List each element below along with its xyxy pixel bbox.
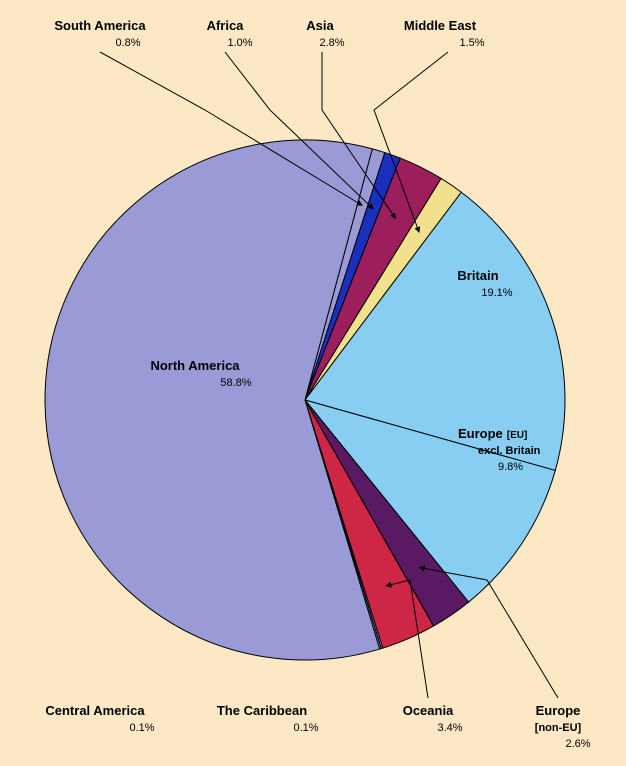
slice-percent: 2.6% bbox=[565, 738, 590, 750]
slice-percent: 0.1% bbox=[129, 722, 154, 734]
slice-sublabel: [non-EU] bbox=[535, 722, 582, 734]
slice-percent: 3.4% bbox=[437, 722, 462, 734]
slice-label: Central America bbox=[45, 703, 145, 718]
slice-percent: 2.8% bbox=[319, 37, 344, 49]
slice-percent: 1.5% bbox=[459, 37, 484, 49]
slice-percent: 0.8% bbox=[115, 37, 140, 49]
pie-chart: South America 0.8% Africa 1.0% Asia 2.8% Middl… bbox=[0, 0, 626, 766]
slice-percent: 58.8% bbox=[220, 377, 251, 389]
slice-percent: 0.1% bbox=[293, 722, 318, 734]
slice-label: Middle East bbox=[404, 18, 477, 33]
slice-label: Europe bbox=[536, 703, 581, 718]
slice-label: South America bbox=[54, 18, 146, 33]
slice-label: Oceania bbox=[403, 703, 454, 718]
slice-sublabel: excl. Britain bbox=[478, 445, 541, 457]
slice-label: Britain bbox=[457, 268, 498, 283]
slice-percent: 9.8% bbox=[498, 461, 523, 473]
slice-label: The Caribbean bbox=[217, 703, 307, 718]
slice-label: Asia bbox=[306, 18, 334, 33]
slice-percent: 19.1% bbox=[481, 287, 512, 299]
slice-label: Africa bbox=[207, 18, 245, 33]
slice-label: North America bbox=[150, 358, 240, 373]
slice-percent: 1.0% bbox=[227, 37, 252, 49]
